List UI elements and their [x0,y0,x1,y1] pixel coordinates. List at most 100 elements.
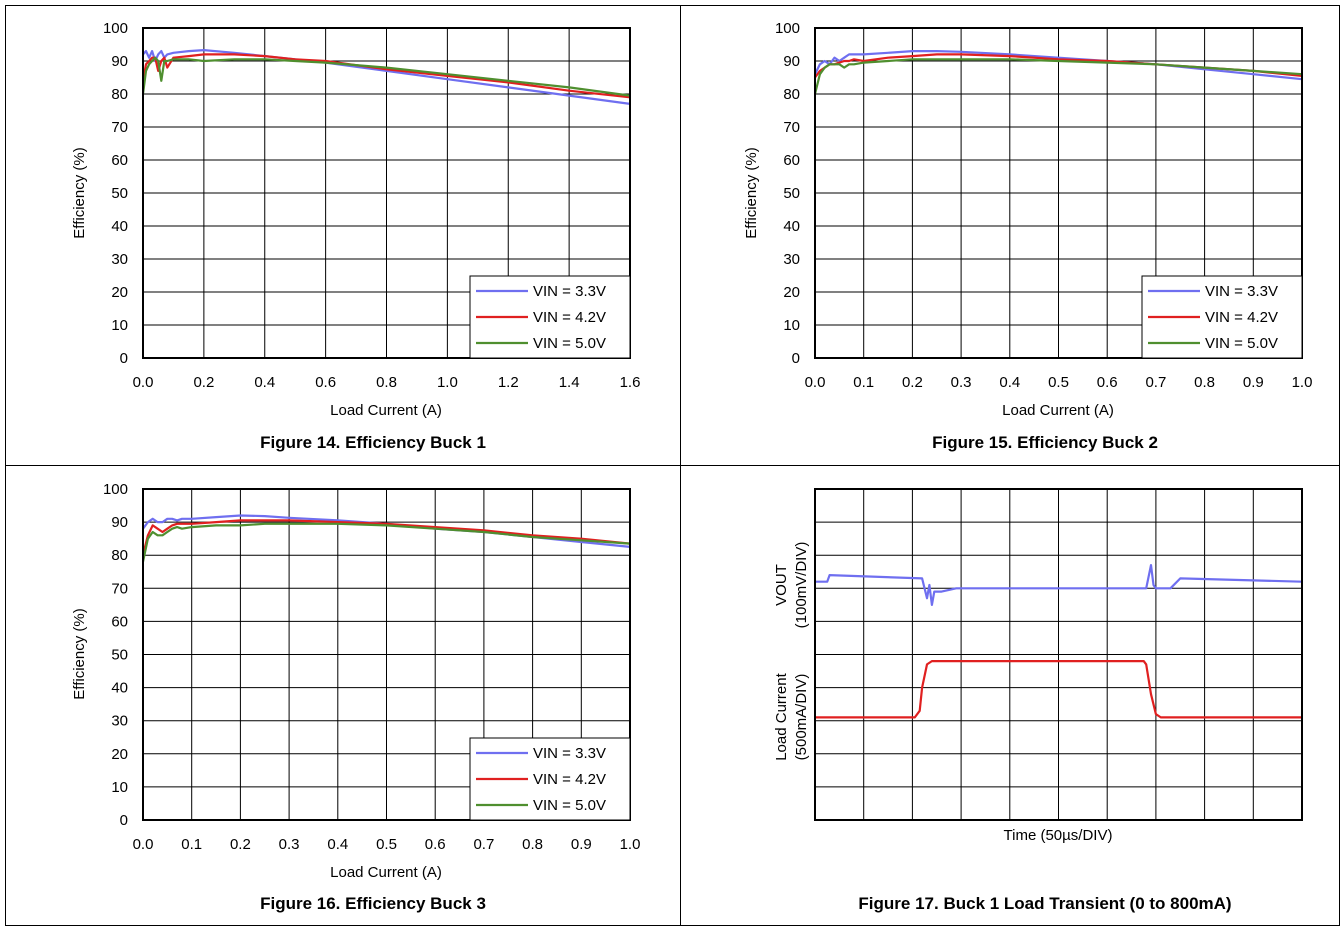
y-tick-label: 90 [783,53,800,70]
vout-axis-scale: (100mV/DIV) [793,542,810,629]
y-tick-label: 20 [111,284,128,301]
legend-label: VIN = 3.3V [1205,283,1278,300]
y-tick-label: 40 [783,218,800,235]
y-tick-label: 30 [111,713,128,730]
figure-caption: Figure 15. Efficiency Buck 2 [932,433,1158,452]
legend: VIN = 3.3V VIN = 4.2V VIN = 5.0V [1141,275,1303,359]
y-tick-label: 80 [111,547,128,564]
y-tick-label: 30 [111,251,128,268]
x-tick-label: 0.5 [376,836,397,853]
plot-frame [814,27,1303,359]
series-line-vin-4-2v [141,53,631,99]
x-axis-title: Time (50µs/DIV) [1004,827,1113,844]
x-tick-label: 0.5 [1048,374,1069,391]
y-tick-label: 30 [783,251,800,268]
x-tick-label: 1.4 [559,374,580,391]
x-tick-label: 0.2 [230,836,251,853]
chart-buck1: Efficiency (%) Load Current (A) Figure 1… [71,20,640,452]
x-tick-label: 0.8 [1194,374,1215,391]
x-tick-label: 1.0 [620,836,641,853]
legend-label: VIN = 5.0V [533,335,606,352]
x-tick-label: 0.2 [902,374,923,391]
current-axis-scale: (500mA/DIV) [793,674,810,761]
legend-label: VIN = 4.2V [1205,309,1278,326]
series-line-vin-4-2v [141,519,631,556]
plot-frame [142,488,631,821]
legend-label: VIN = 5.0V [533,797,606,814]
legend-label: VIN = 4.2V [533,309,606,326]
y-tick-label: 50 [111,185,128,202]
x-tick-label: 0.7 [1145,374,1166,391]
y-tick-label: 40 [111,218,128,235]
y-tick-label: 0 [120,812,128,829]
y-tick-label: 0 [120,350,128,367]
chart-load-transient: VOUT (100mV/DIV) Load Current (500mA/DIV… [773,488,1303,913]
chart-buck3: Efficiency (%) Load Current (A) Figure 1… [71,481,640,913]
gridlines [143,489,630,820]
chart-buck2: Efficiency (%) Load Current (A) Figure 1… [743,20,1312,452]
current-axis-label: Load Current [773,672,790,760]
y-tick-label: 70 [111,580,128,597]
x-tick-label: 0.7 [473,836,494,853]
legend-label: VIN = 3.3V [533,745,606,762]
legend-label: VIN = 3.3V [533,283,606,300]
y-tick-label: 0 [792,350,800,367]
legend-label: VIN = 5.0V [1205,335,1278,352]
y-tick-label: 100 [775,20,800,37]
x-tick-label: 0.4 [999,374,1020,391]
y-tick-label: 40 [111,680,128,697]
legend: VIN = 3.3V VIN = 4.2V VIN = 5.0V [469,737,631,821]
plot-frame [814,488,1303,821]
y-tick-label: 20 [111,746,128,763]
figure-caption: Figure 17. Buck 1 Load Transient (0 to 8… [858,894,1231,913]
x-tick-label: 1.6 [620,374,641,391]
x-tick-label: 0.4 [254,374,275,391]
y-tick-label: 80 [111,86,128,103]
y-tick-label: 100 [103,481,128,498]
series-line-vin-5-0v [813,58,1303,95]
y-tick-label: 10 [111,317,128,334]
x-tick-label: 0.0 [805,374,826,391]
x-tick-label: 0.9 [1243,374,1264,391]
series-line-vin-5-0v [141,56,631,97]
x-tick-label: 0.0 [133,374,154,391]
x-axis-title: Load Current (A) [330,864,442,881]
vout-axis-label: VOUT [773,564,790,606]
x-tick-label: 0.3 [279,836,300,853]
x-tick-label: 0.0 [133,836,154,853]
gridlines [815,489,1302,820]
x-tick-label: 0.8 [376,374,397,391]
y-tick-label: 60 [111,613,128,630]
y-tick-label: 90 [111,53,128,70]
x-tick-label: 0.1 [853,374,874,391]
legend-label: VIN = 4.2V [533,771,606,788]
x-tick-label: 0.6 [315,374,336,391]
y-tick-label: 70 [783,119,800,136]
y-tick-label: 50 [111,647,128,664]
y-tick-label: 60 [111,152,128,169]
figure-caption: Figure 16. Efficiency Buck 3 [260,894,486,913]
series-line-vin-3-3v [142,48,631,105]
series-line-vout [815,563,1303,607]
x-tick-label: 1.0 [1292,374,1313,391]
y-axis-title: Efficiency (%) [71,608,88,699]
x-tick-label: 1.2 [498,374,519,391]
figure-caption: Figure 14. Efficiency Buck 1 [260,433,486,452]
y-tick-label: 20 [783,284,800,301]
x-tick-label: 0.6 [425,836,446,853]
x-tick-label: 0.3 [951,374,972,391]
x-tick-label: 0.8 [522,836,543,853]
x-tick-label: 0.4 [327,836,348,853]
series-line-vin-5-0v [141,522,631,563]
y-tick-label: 10 [111,779,128,796]
legend: VIN = 3.3V VIN = 4.2V VIN = 5.0V [469,275,631,359]
y-axis-title: Efficiency (%) [71,147,88,238]
y-tick-label: 90 [111,514,128,531]
y-tick-label: 10 [783,317,800,334]
x-tick-label: 0.9 [571,836,592,853]
x-axis-title: Load Current (A) [330,402,442,419]
x-tick-label: 0.6 [1097,374,1118,391]
y-tick-label: 50 [783,185,800,202]
y-tick-label: 100 [103,20,128,37]
